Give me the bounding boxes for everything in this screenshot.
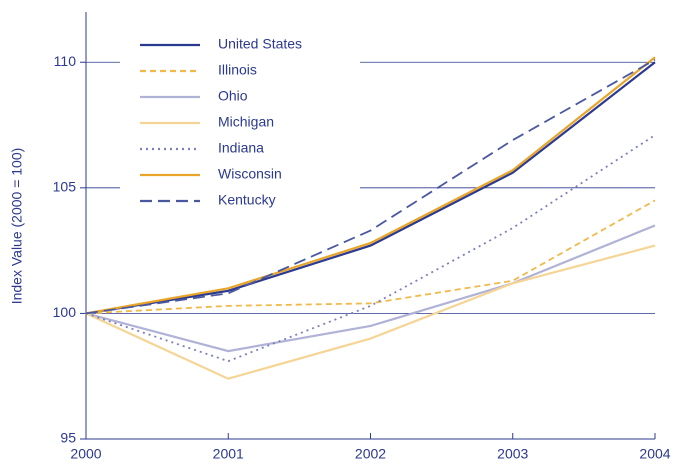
legend-label: Wisconsin: [218, 166, 282, 182]
series-line: [85, 199, 656, 315]
legend-label: Kentucky: [218, 192, 276, 208]
legend-label: Illinois: [218, 62, 257, 78]
series-line: [85, 224, 656, 353]
series-line: [85, 61, 656, 315]
y-tick-label: 105: [53, 179, 77, 195]
series-line: [85, 56, 656, 315]
y-tick-label: 95: [60, 430, 76, 446]
series-line: [85, 244, 656, 380]
x-tick-label: 2003: [497, 446, 528, 462]
legend-label: United States: [218, 36, 302, 52]
y-tick-label: 100: [53, 304, 77, 320]
y-tick-label: 110: [54, 53, 77, 69]
legend-label: Michigan: [218, 114, 274, 130]
series-line: [85, 58, 656, 315]
legend-label: Ohio: [218, 88, 248, 104]
legend-label: Indiana: [218, 140, 264, 156]
x-tick-label: 2002: [355, 446, 386, 462]
x-tick-label: 2001: [213, 446, 244, 462]
y-axis-label: Index Value (2000 = 100): [9, 148, 25, 305]
x-tick-label: 2000: [70, 446, 101, 462]
x-tick-label: 2004: [639, 446, 670, 462]
